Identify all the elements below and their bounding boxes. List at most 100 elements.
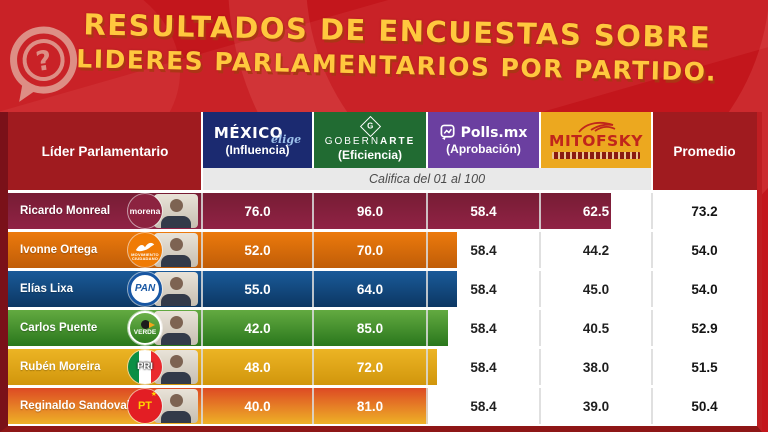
column-header-mexico-elige: MÉXICO elige (Influencia)	[202, 112, 313, 168]
mitofsky-swoosh-icon	[578, 122, 616, 133]
value-cell: 44.2	[582, 242, 610, 258]
page-title: RESULTADOS DE ENCUESTAS SOBRE LIDERES PA…	[56, 7, 737, 87]
value-cell: 58.4	[470, 320, 497, 336]
cell-gridline	[651, 271, 653, 307]
cell-gridline	[539, 310, 541, 346]
verde-logo-icon: VERDE	[128, 311, 162, 345]
cell-gridline	[426, 349, 428, 385]
table-row-morena: Ricardo Monreal morena 76.0 96.0 58.4 62.5 73.…	[8, 193, 757, 229]
leader-name: Elías Lixa	[20, 283, 74, 295]
column-header-pollsmx: Polls.mx (Aprobación)	[427, 112, 540, 168]
cell-gridline	[201, 193, 203, 229]
value-cell: 62.5	[582, 203, 610, 219]
cell-gridline	[312, 388, 314, 424]
pollsmx-logo: Polls.mx	[440, 124, 527, 141]
value-cell: 76.0	[244, 203, 271, 219]
cell-gridline	[539, 271, 541, 307]
cell-gridline	[201, 232, 203, 268]
value-cell: 81.0	[356, 398, 384, 414]
pollsmx-chart-icon	[440, 124, 455, 141]
table-rows: Ricardo Monreal morena 76.0 96.0 58.4 62.5 73.…	[8, 193, 757, 427]
table-row-verde: Carlos Puente VERDE 42.0 85.0 58.4 40.5 52.9	[8, 310, 757, 346]
promedio-bar	[8, 271, 458, 307]
pri-logo-icon: PRI	[128, 350, 162, 384]
table-row-pan: Elías Lixa PAN 55.0 64.0 58.4 45.0 54.0	[8, 271, 757, 307]
column-header-leader: Líder Parlamentario	[8, 112, 202, 190]
leader-header-label: Líder Parlamentario	[41, 143, 169, 159]
aprobacion-label: (Aprobación)	[446, 142, 521, 156]
cell-gridline	[201, 271, 203, 307]
eficiencia-label: (Eficiencia)	[337, 147, 403, 162]
promedio-header-label: Promedio	[673, 143, 736, 159]
value-cell: 58.4	[470, 398, 497, 414]
gobernarte-brand: GOBERNARTE	[324, 135, 416, 147]
scale-note: Califica del 01 al 100	[202, 168, 652, 190]
svg-text:?: ?	[34, 45, 54, 78]
promedio-cell: 73.2	[691, 203, 718, 219]
cell-gridline	[312, 349, 314, 385]
promedio-cell: 51.5	[691, 359, 718, 375]
cell-gridline	[201, 388, 203, 424]
leader-name: Carlos Puente	[20, 322, 98, 334]
value-cell: 85.0	[356, 320, 384, 336]
value-cell: 38.0	[582, 359, 610, 375]
pt-logo-icon: ★ PT	[128, 389, 162, 423]
value-cell: 58.4	[470, 359, 497, 375]
cell-gridline	[539, 388, 541, 424]
cell-gridline	[426, 388, 428, 424]
cell-gridline	[651, 349, 653, 385]
movimiento-ciudadano-logo-icon: MOVIMIENTO CIUDADANO	[128, 233, 162, 267]
value-cell: 58.4	[470, 281, 497, 297]
value-cell: 48.0	[244, 359, 271, 375]
leader-photo	[154, 311, 198, 345]
promedio-bar	[8, 310, 449, 346]
promedio-bar	[8, 388, 429, 424]
cell-gridline	[312, 193, 314, 229]
cell-gridline	[539, 232, 541, 268]
value-cell: 45.0	[582, 281, 610, 297]
gobernarte-logo-icon: G	[359, 115, 381, 137]
leader-name: Ricardo Monreal	[20, 205, 111, 217]
pan-logo-icon: PAN	[128, 272, 162, 306]
value-cell: 58.4	[470, 242, 497, 258]
promedio-cell: 52.9	[691, 320, 718, 336]
mexico-elige-logo: MÉXICO elige	[213, 123, 302, 146]
value-cell: 39.0	[582, 398, 610, 414]
leader-name: Reginaldo Sandoval	[20, 400, 130, 412]
column-separator	[201, 112, 203, 190]
column-separator	[426, 112, 428, 168]
cell-gridline	[312, 310, 314, 346]
cell-gridline	[201, 349, 203, 385]
title-banner: ? RESULTADOS DE ENCUESTAS SOBRE LIDERES …	[0, 0, 768, 112]
cell-gridline	[651, 193, 653, 229]
cell-gridline	[201, 310, 203, 346]
cell-gridline	[426, 271, 428, 307]
column-header-promedio: Promedio	[652, 112, 757, 190]
cell-gridline	[651, 232, 653, 268]
value-cell: 42.0	[244, 320, 271, 336]
promedio-cell: 54.0	[691, 281, 718, 297]
cell-gridline	[539, 193, 541, 229]
cell-gridline	[426, 310, 428, 346]
promedio-cell: 54.0	[691, 242, 718, 258]
value-cell: 64.0	[356, 281, 384, 297]
value-cell: 72.0	[356, 359, 384, 375]
cell-gridline	[426, 232, 428, 268]
speech-bubble-question-icon: ?	[4, 20, 84, 111]
mitofsky-strip	[552, 151, 640, 159]
promedio-bar	[8, 193, 612, 229]
promedio-bar	[8, 349, 437, 385]
mitofsky-brand: MITOFSKY	[549, 132, 643, 151]
cell-gridline	[651, 310, 653, 346]
leader-name: Rubén Moreira	[20, 361, 101, 373]
cell-gridline	[539, 349, 541, 385]
value-cell: 70.0	[356, 242, 384, 258]
value-cell: 55.0	[244, 281, 271, 297]
column-header-mitofsky: MITOFSKY	[540, 112, 652, 168]
column-header-gobernarte: G GOBERNARTE (Eficiencia)	[313, 112, 427, 168]
value-cell: 52.0	[244, 242, 271, 258]
promedio-bar	[8, 232, 458, 268]
column-separator	[539, 112, 541, 168]
leader-name: Ivonne Ortega	[20, 244, 98, 256]
